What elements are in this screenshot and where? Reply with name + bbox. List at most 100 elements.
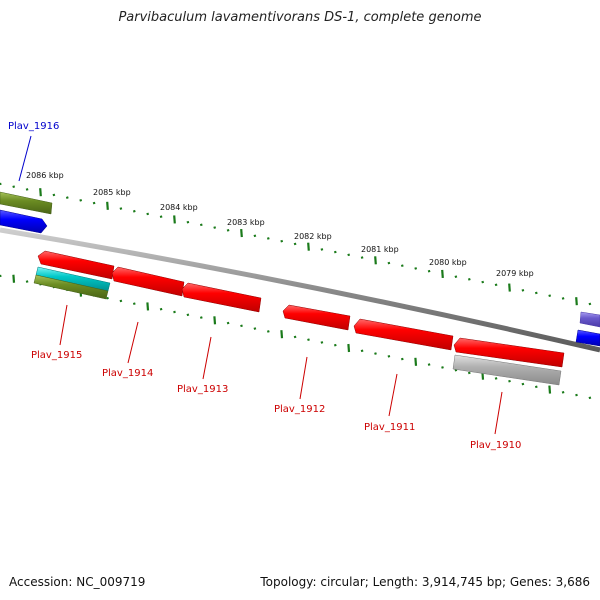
outer-tick-minor: [132, 209, 136, 213]
gene-plav-1912[interactable]: [282, 304, 351, 331]
inner-tick-minor: [320, 341, 324, 344]
gene-label-plav-1913[interactable]: Plav_1913: [177, 384, 228, 395]
inner-tick-minor: [534, 385, 538, 389]
gene-label-plav-1910[interactable]: Plav_1910: [470, 440, 521, 451]
reverse-strand-genes: [33, 250, 565, 386]
gene-label-plav-1914[interactable]: Plav_1914: [102, 368, 153, 379]
gene-plav-1916-olive[interactable]: [0, 191, 53, 215]
inner-tick-minor: [173, 310, 176, 314]
inner-tick-minor: [226, 321, 230, 325]
gene-grey[interactable]: [452, 354, 562, 386]
scale-label-2080: 2080 kbp: [429, 258, 467, 267]
inner-tick-minor: [494, 377, 498, 380]
inner-tick-minor: [307, 338, 310, 342]
outer-tick-minor: [521, 288, 525, 292]
outer-tick-major: [307, 242, 310, 251]
inner-tick-minor: [575, 393, 578, 397]
inner-tick-minor: [106, 296, 109, 300]
gene-label-plav-1915[interactable]: Plav_1915: [31, 350, 82, 361]
genome-backbone: [0, 227, 600, 353]
gene-violet-right[interactable]: [579, 311, 600, 328]
outer-tick-major: [441, 269, 444, 278]
inner-tick-minor: [374, 352, 377, 355]
outer-tick-minor: [213, 226, 217, 229]
outer-tick-minor: [534, 291, 538, 295]
gene-plav-1913b[interactable]: [181, 282, 262, 313]
inner-tick-minor: [159, 307, 163, 311]
scale-label-2084: 2084 kbp: [160, 203, 198, 212]
outer-tick-minor: [92, 201, 96, 205]
outer-tick-minor: [588, 302, 592, 306]
outer-tick-minor: [387, 261, 391, 265]
inner-tick-minor: [240, 324, 243, 328]
inner-tick-minor: [427, 363, 431, 366]
inner-tick-minor: [467, 371, 471, 375]
outer-tick-minor: [146, 212, 150, 216]
gene-plav-1910[interactable]: [453, 337, 565, 368]
inner-tick-minor: [400, 357, 404, 361]
gene-labels: Plav_1916 Plav_1915 Plav_1914 Plav_1913 …: [8, 121, 521, 451]
gene-plav-1911[interactable]: [353, 318, 454, 351]
outer-tick-minor: [52, 193, 56, 197]
outer-tick-minor: [79, 199, 83, 202]
inner-tick-minor: [119, 299, 123, 303]
inner-tick-minor: [333, 343, 337, 347]
gene-label-plav-1911[interactable]: Plav_1911: [364, 422, 415, 433]
outer-tick-minor: [266, 237, 270, 240]
inner-tick-minor: [561, 390, 565, 394]
inner-tick-minor: [25, 280, 29, 283]
scale-label-2083: 2083 kbp: [227, 218, 265, 227]
scale-ticks-outer: [0, 182, 592, 306]
gene-plav-1915[interactable]: [33, 274, 109, 300]
accession-text: Accession: NC_009719: [9, 575, 146, 589]
outer-tick-minor: [481, 280, 485, 284]
scale-label-2081: 2081 kbp: [361, 245, 399, 254]
outer-tick-minor: [427, 269, 431, 273]
gene-plav-1914[interactable]: [37, 250, 115, 280]
inner-tick-minor: [588, 396, 592, 400]
gene-plav-1916[interactable]: [0, 209, 48, 234]
outer-tick-minor: [400, 264, 404, 268]
outer-tick-minor: [293, 242, 297, 246]
outer-tick-major: [173, 215, 176, 224]
inner-tick-minor: [293, 335, 297, 339]
inner-tick-minor: [360, 349, 364, 353]
outer-tick-minor: [280, 239, 284, 243]
inner-tick-major: [280, 330, 284, 339]
inner-tick-minor: [266, 330, 270, 333]
outer-tick-major: [508, 283, 511, 292]
inner-tick-major: [414, 357, 418, 366]
outer-tick-minor: [159, 215, 163, 219]
scale-label-2082: 2082 kbp: [294, 232, 332, 241]
outer-tick-minor: [347, 253, 351, 257]
outer-tick-minor: [414, 267, 418, 270]
inner-tick-minor: [132, 302, 136, 306]
outer-tick-minor: [12, 185, 16, 189]
gene-blue-right[interactable]: [575, 329, 600, 347]
inner-tick-minor: [199, 316, 203, 319]
inner-tick-major: [347, 343, 351, 353]
inner-tick-minor: [441, 366, 444, 369]
outer-tick-minor: [119, 207, 123, 210]
inner-tick-minor: [0, 274, 2, 278]
outer-tick-minor: [186, 220, 190, 224]
outer-tick-minor: [25, 188, 29, 191]
inner-tick-minor: [186, 313, 190, 317]
outer-tick-minor: [65, 196, 69, 199]
gene-label-plav-1916[interactable]: Plav_1916: [8, 121, 59, 132]
outer-tick-minor: [226, 229, 230, 232]
outer-tick-minor: [467, 278, 471, 281]
label-leader-lines: [18, 135, 503, 435]
gene-label-plav-1912[interactable]: Plav_1912: [274, 404, 325, 415]
gene-plav-1913[interactable]: [111, 266, 185, 297]
outer-tick-major: [374, 256, 377, 265]
outer-tick-minor: [548, 294, 552, 298]
outer-tick-minor: [561, 297, 565, 300]
inner-tick-major: [146, 302, 150, 311]
outer-tick-major: [575, 297, 578, 306]
inner-tick-major: [548, 385, 552, 394]
inner-tick-minor: [521, 382, 525, 386]
outer-tick-minor: [199, 223, 203, 227]
scale-label-2086: 2086 kbp: [26, 171, 64, 180]
